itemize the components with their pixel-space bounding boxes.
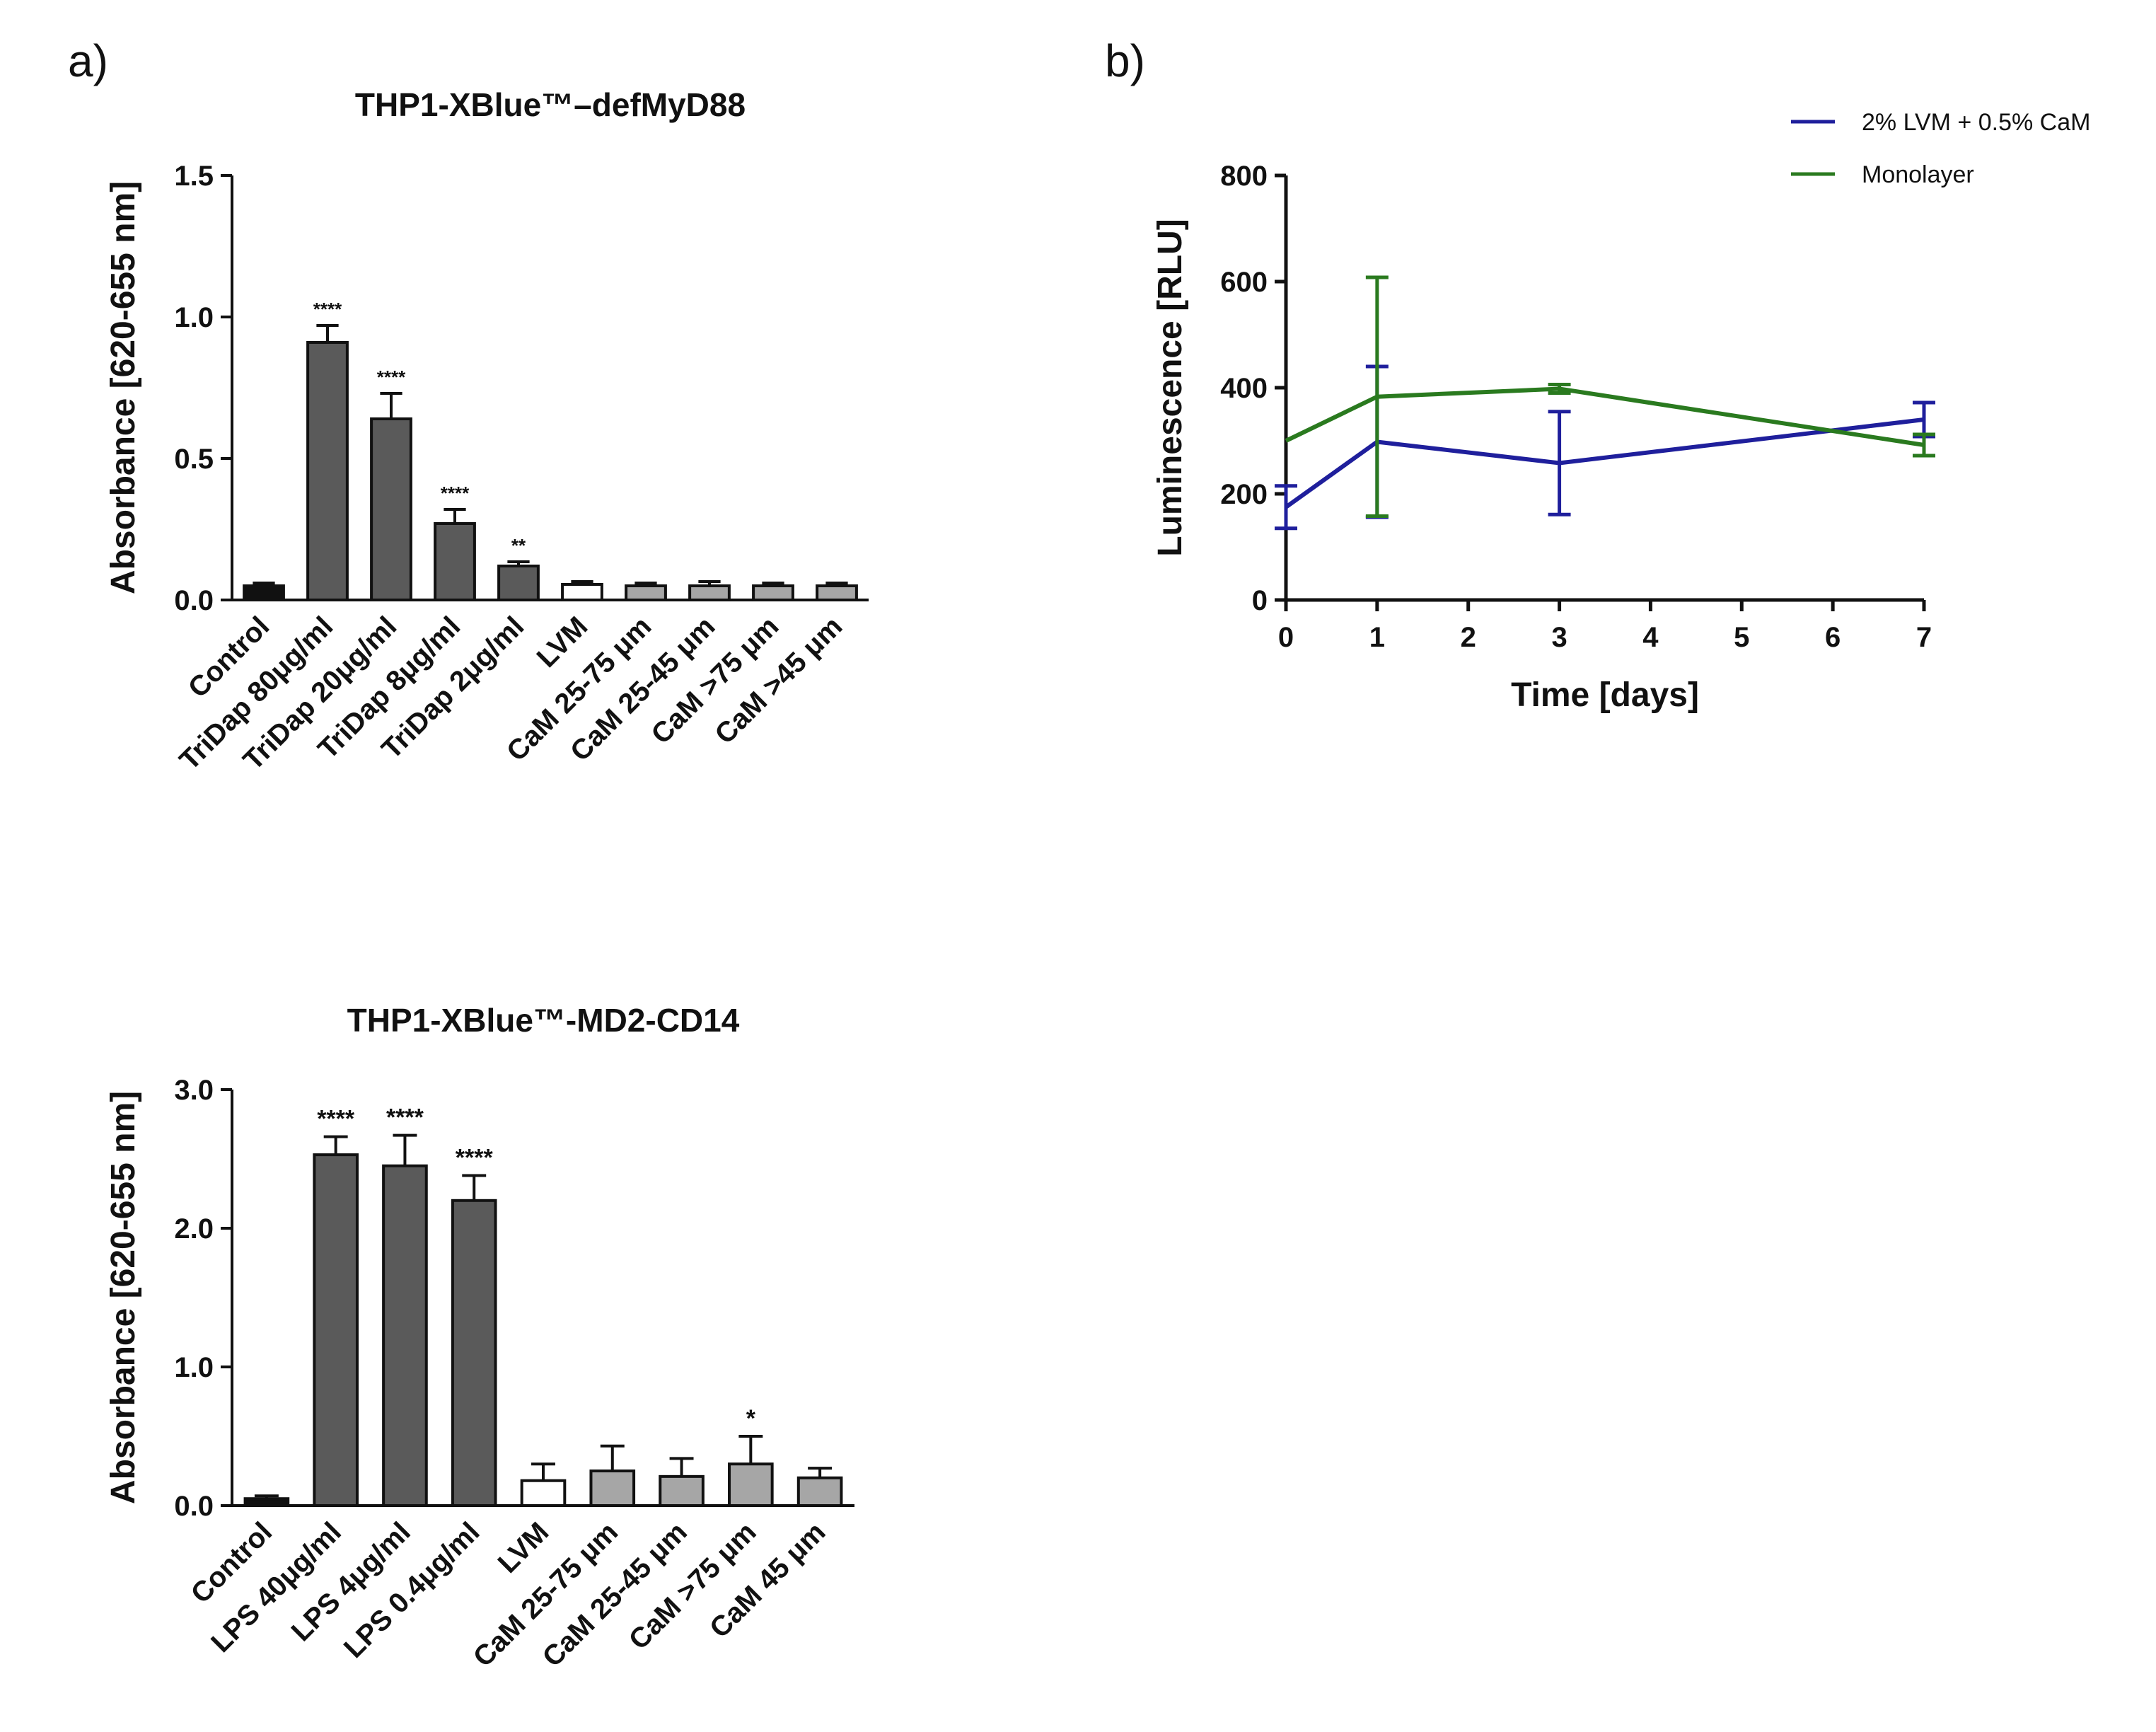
bar (434, 522, 476, 601)
x-axis-title: Time [days] (1511, 676, 1699, 714)
y-tick-label: 0.5 (174, 444, 214, 475)
x-tick-label: 2 (1461, 622, 1476, 653)
bar (625, 584, 667, 601)
y-tick-label: 600 (1220, 267, 1268, 298)
bar (561, 583, 603, 601)
chart-title: THP1-XBlue™-MD2-CD14 (347, 1002, 740, 1039)
bar (659, 1474, 705, 1508)
bar (589, 1470, 636, 1507)
legend-label: Monolayer (1862, 161, 1974, 188)
bar (497, 565, 540, 601)
y-tick-label: 2.0 (174, 1213, 214, 1245)
significance-label: **** (456, 1145, 494, 1172)
bar-chart-defmyd88: THP1-XBlue™–defMyD88 0.0 0.5 1.0 1.5 Absorban… (105, 86, 869, 776)
bar (243, 584, 285, 601)
y-tick-label: 400 (1220, 373, 1268, 404)
x-tick-label: 3 (1551, 622, 1567, 653)
y-axis-title: Luminescence [RLU] (1152, 219, 1189, 556)
legend-label: 2% LVM + 0.5% CaM (1862, 109, 2090, 136)
x-tick-label: 0 (1278, 622, 1294, 653)
series-line-1 (1285, 386, 1925, 447)
panel-label-a: a) (68, 35, 108, 86)
x-tick-label: 5 (1734, 622, 1749, 653)
x-tick-label: 1 (1369, 622, 1385, 653)
series-line-0 (1285, 417, 1925, 509)
x-tick-label: 6 (1825, 622, 1841, 653)
bar (728, 1462, 774, 1507)
y-axis-title: Absorbance [620-655 nm] (105, 1091, 142, 1504)
significance-label: **** (386, 1104, 424, 1131)
y-tick-label: 1.0 (174, 1352, 214, 1383)
y-tick-label: 0.0 (174, 585, 214, 616)
y-axis-title: Absorbance [620-655 nm] (105, 181, 142, 594)
category-label: LVM (492, 1516, 555, 1579)
x-tick-label: 7 (1916, 622, 1932, 653)
bar (451, 1199, 497, 1508)
bar (752, 584, 794, 601)
significance-label: **** (441, 483, 470, 504)
y-tick-label: 1.5 (174, 161, 214, 192)
bar (382, 1164, 428, 1508)
bar (688, 584, 731, 601)
y-tick-label: 0 (1252, 585, 1268, 616)
bar (306, 341, 349, 601)
y-tick-label: 1.0 (174, 302, 214, 333)
significance-label: ** (511, 535, 526, 556)
bar (796, 1476, 843, 1508)
bar-chart-md2-cd14: THP1-XBlue™-MD2-CD14 0.0 1.0 2.0 3.0 Absorban… (105, 1002, 854, 1673)
bar (816, 584, 858, 601)
significance-label: **** (317, 1106, 355, 1133)
y-tick-label: 200 (1220, 479, 1268, 510)
y-tick-label: 0.0 (174, 1491, 214, 1522)
panel-label-b: b) (1105, 35, 1145, 86)
y-tick-label: 3.0 (174, 1075, 214, 1106)
bar (243, 1497, 290, 1507)
significance-label: * (746, 1405, 756, 1432)
significance-label: **** (313, 299, 342, 320)
chart-title: THP1-XBlue™–defMyD88 (355, 86, 746, 123)
line-chart-luminescence: 0 200 400 600 800 0 1 2 3 4 5 6 7 Luminescence [RLU] T… (1152, 109, 2090, 714)
y-tick-label: 800 (1220, 161, 1268, 192)
x-tick-label: 4 (1642, 622, 1659, 653)
bar (520, 1479, 567, 1507)
bar (370, 417, 412, 601)
significance-label: **** (377, 366, 406, 388)
bar (313, 1153, 359, 1507)
